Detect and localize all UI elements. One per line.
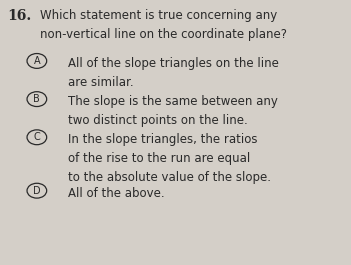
Text: All of the slope triangles on the line: All of the slope triangles on the line [68,57,279,70]
Text: of the rise to the run are equal: of the rise to the run are equal [68,152,251,165]
Text: In the slope triangles, the ratios: In the slope triangles, the ratios [68,133,258,146]
Text: The slope is the same between any: The slope is the same between any [68,95,278,108]
Text: non-vertical line on the coordinate plane?: non-vertical line on the coordinate plan… [40,28,287,41]
Text: two distinct points on the line.: two distinct points on the line. [68,114,248,127]
Text: are similar.: are similar. [68,76,134,89]
Text: to the absolute value of the slope.: to the absolute value of the slope. [68,171,271,184]
Text: B: B [33,94,40,104]
Text: All of the above.: All of the above. [68,187,165,200]
Text: 16.: 16. [7,9,31,23]
Text: A: A [34,56,40,66]
Text: C: C [33,132,40,142]
Text: Which statement is true concerning any: Which statement is true concerning any [40,9,278,22]
Text: D: D [33,186,41,196]
